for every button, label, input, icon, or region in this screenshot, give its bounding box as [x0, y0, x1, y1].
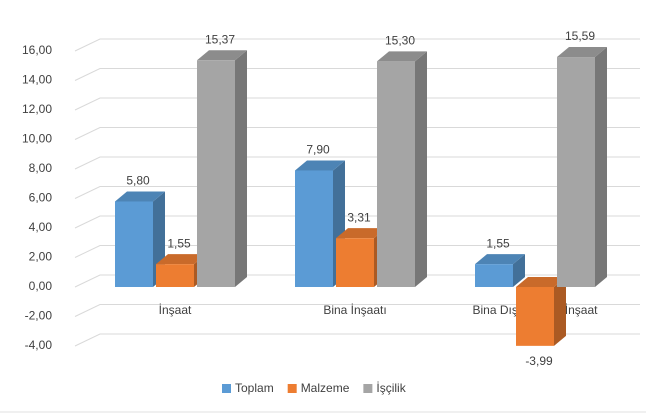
bar — [377, 61, 415, 288]
bar-top — [156, 254, 206, 265]
bar-top — [336, 228, 386, 239]
legend-swatch — [363, 384, 373, 393]
x-tick-label: İnşaat — [159, 303, 192, 317]
grid-line — [74, 97, 640, 111]
y-tick-label: 4,00 — [29, 220, 53, 234]
data-label: 15,59 — [565, 29, 595, 43]
bar-top — [516, 277, 566, 287]
y-tick-label: -4,00 — [25, 338, 53, 352]
data-label: 15,30 — [385, 33, 415, 47]
legend-swatch — [222, 384, 231, 393]
grid-line — [74, 274, 640, 288]
legend-label: İşçilik — [376, 381, 406, 395]
bar — [115, 201, 153, 287]
grid-line — [74, 304, 640, 317]
grid-line — [74, 38, 640, 52]
bar-top — [295, 160, 345, 171]
bar-side — [235, 50, 247, 288]
bar-top — [557, 47, 607, 58]
bar — [197, 60, 235, 288]
grid-line — [74, 215, 640, 229]
bar-side — [513, 254, 525, 287]
bar-side — [554, 277, 566, 346]
grid-line — [74, 186, 640, 199]
data-label: -3,99 — [525, 354, 553, 368]
bar-side — [415, 51, 427, 288]
grid-line — [74, 68, 640, 81]
bar-top — [197, 50, 247, 61]
y-tick-label: 8,00 — [29, 161, 53, 175]
y-tick-label: 2,00 — [29, 250, 53, 264]
grid-line — [74, 245, 640, 258]
x-tick-label: Bina İnşaatı — [323, 303, 386, 317]
y-tick-label: 12,00 — [22, 102, 52, 116]
bar-side — [595, 47, 607, 287]
y-tick-label: 6,00 — [29, 191, 53, 205]
data-label: 1,55 — [167, 236, 191, 250]
data-label: 3,31 — [347, 210, 371, 224]
y-tick-label: 14,00 — [22, 73, 52, 87]
grid-line — [74, 333, 640, 347]
bar — [336, 238, 374, 287]
legend-swatch — [287, 384, 297, 393]
data-label: 5,80 — [126, 174, 150, 188]
bar — [156, 264, 194, 287]
legend-label: Toplam — [235, 381, 274, 395]
y-tick-label: 16,00 — [22, 43, 52, 57]
bar — [516, 287, 554, 346]
y-tick-label: 0,00 — [29, 279, 53, 293]
grid-line — [74, 127, 640, 140]
bar — [475, 264, 513, 287]
data-label: 15,37 — [205, 32, 235, 46]
grid-line — [74, 156, 640, 170]
data-label: 1,55 — [486, 236, 510, 250]
bar — [557, 57, 595, 287]
legend-label: Malzeme — [301, 381, 350, 395]
y-tick-label: 10,00 — [22, 132, 52, 146]
bar — [295, 170, 333, 287]
bar-top — [475, 254, 525, 265]
bar-top — [115, 191, 165, 202]
data-label: 7,90 — [306, 143, 330, 157]
y-tick-label: -2,00 — [25, 309, 53, 323]
bar-top — [377, 51, 427, 62]
